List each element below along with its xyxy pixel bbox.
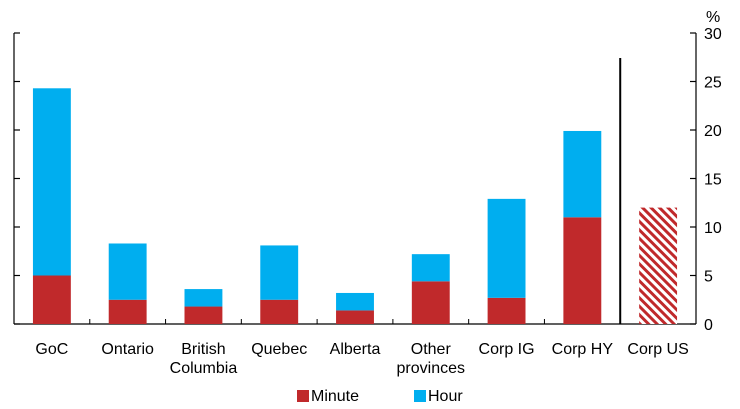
bar-hour <box>260 245 299 300</box>
bar-hatched <box>639 207 678 324</box>
legend-label-hour: Hour <box>428 388 463 405</box>
category-label-line: Corp IG <box>479 341 535 358</box>
category-label: Ontario <box>101 341 154 358</box>
bar-minute <box>32 275 71 324</box>
y-tick-label: 10 <box>704 220 722 237</box>
category-label-line: British <box>181 341 225 358</box>
bar-minute <box>184 306 223 324</box>
y-tick-label: 20 <box>704 123 722 140</box>
legend-swatch-hour <box>414 390 426 402</box>
legend-swatch-minute <box>297 390 309 402</box>
bar-minute <box>108 299 147 324</box>
bar-minute <box>487 297 526 324</box>
category-labels: GoC Ontario British Columbia Quebec Alberta Ot… <box>35 341 688 377</box>
y-tick-label: 5 <box>704 269 713 286</box>
category-label-line: Corp US <box>627 341 688 358</box>
category-label-line: Corp HY <box>552 341 614 358</box>
bar-minute <box>411 281 450 324</box>
bar-hour <box>108 243 147 300</box>
category-label-line: Columbia <box>170 360 238 377</box>
bar-minute <box>336 310 374 324</box>
category-label-line: Ontario <box>101 341 154 358</box>
legend: Minute Hour <box>297 388 463 405</box>
category-label: Other provinces <box>397 341 465 377</box>
bar-hour <box>32 88 71 276</box>
category-label: Quebec <box>251 341 307 358</box>
category-label: Corp IG <box>479 341 535 358</box>
category-label: Alberta <box>330 341 381 358</box>
category-label: British Columbia <box>170 341 238 377</box>
category-label: Corp US <box>627 341 688 358</box>
category-label: Corp HY <box>552 341 614 358</box>
y-tick-label: 0 <box>704 317 713 334</box>
y-tick-label: 25 <box>704 75 722 92</box>
legend-label-minute: Minute <box>311 388 359 405</box>
category-label-line: provinces <box>397 360 465 377</box>
y-tick-label: 30 <box>704 26 722 43</box>
y-tick-label: 15 <box>704 172 722 189</box>
category-label-line: Other <box>411 341 452 358</box>
bar-hour <box>336 292 374 311</box>
bar-hour <box>563 130 602 218</box>
bar-minute <box>563 217 602 324</box>
bars <box>32 88 678 324</box>
bar-minute <box>260 299 299 324</box>
bar-hour <box>184 289 223 307</box>
category-label-line: GoC <box>35 341 68 358</box>
category-label-line: Alberta <box>330 341 381 358</box>
category-label: GoC <box>35 341 68 358</box>
bar-hour <box>411 254 450 282</box>
category-label-line: Quebec <box>251 341 307 358</box>
y-unit-label: % <box>706 9 720 26</box>
bar-hour <box>487 198 526 298</box>
